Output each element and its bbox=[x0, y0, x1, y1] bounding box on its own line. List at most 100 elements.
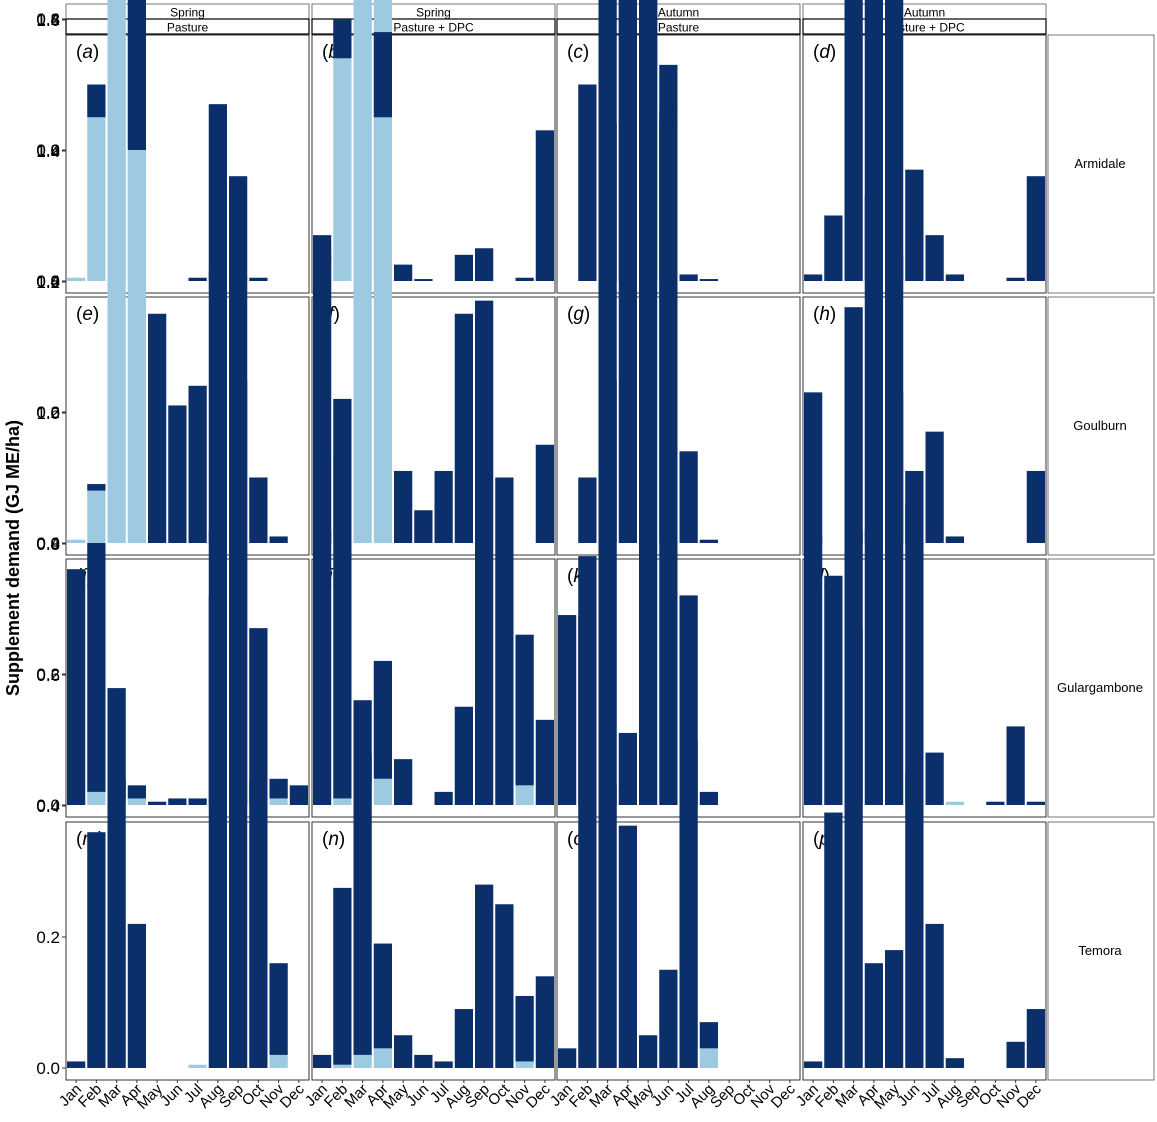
bar-dark-e-Jun bbox=[168, 405, 187, 543]
bar-dark-p-Mar bbox=[844, 530, 863, 1068]
y-tick-label: 0.2 bbox=[36, 928, 60, 947]
y-tick-label: 1.2 bbox=[36, 273, 60, 292]
y-tick-label: 0.0 bbox=[36, 1059, 60, 1078]
bar-dark-o-Jun bbox=[659, 969, 678, 1068]
panel-i bbox=[65, 558, 310, 818]
bar-dark-g-May bbox=[639, 0, 658, 543]
bar-dark-f-Apr bbox=[373, 32, 392, 118]
panel-tag-d: (d) bbox=[813, 42, 836, 63]
bar-dark-l-Nov bbox=[1006, 726, 1025, 805]
bar-light-m-Nov bbox=[269, 1054, 288, 1068]
bar-dark-l-Jun bbox=[905, 503, 924, 805]
bar-light-n-Feb bbox=[333, 1064, 352, 1068]
bar-dark-d-Jan bbox=[804, 274, 823, 281]
bar-dark-n-Jun bbox=[414, 1054, 433, 1068]
x-tick-label: Dec bbox=[1014, 1080, 1045, 1111]
bar-dark-a-Oct bbox=[249, 277, 268, 281]
bar-dark-c-Jul bbox=[679, 274, 698, 281]
bar-light-f-Apr bbox=[373, 117, 392, 543]
bar-dark-k-Apr bbox=[618, 732, 637, 805]
y-tick-label: 1.0 bbox=[36, 141, 60, 160]
bar-light-a-Jan bbox=[67, 277, 86, 281]
bar-dark-d-May bbox=[885, 0, 904, 281]
bar-dark-j-Nov bbox=[515, 634, 534, 786]
y-tick-label: 0.8 bbox=[36, 10, 60, 29]
bar-dark-j-Jul bbox=[434, 791, 453, 805]
bar-dark-n-Jan bbox=[313, 1054, 332, 1068]
bar-dark-o-Aug bbox=[699, 1022, 718, 1049]
bar-dark-n-Dec bbox=[535, 976, 554, 1068]
bar-dark-e-Apr bbox=[127, 0, 146, 150]
y-tick-label: 1.6 bbox=[36, 11, 60, 30]
bar-dark-o-May bbox=[639, 1035, 658, 1068]
bar-dark-j-Jan bbox=[313, 235, 332, 805]
bar-dark-i-Oct bbox=[249, 628, 268, 805]
bar-dark-f-Aug bbox=[454, 313, 473, 543]
bar-dark-p-Jan bbox=[804, 1061, 823, 1068]
panel-p bbox=[802, 821, 1047, 1081]
panel-k bbox=[556, 558, 801, 818]
bar-light-i-Feb bbox=[87, 791, 106, 805]
bar-light-e-Mar bbox=[107, 0, 126, 544]
bar-dark-p-Jul bbox=[925, 923, 944, 1068]
bar-dark-i-Jul bbox=[188, 798, 207, 805]
bar-light-e-Apr bbox=[127, 150, 146, 543]
bar-dark-h-Aug bbox=[945, 536, 964, 543]
bar-dark-o-Apr bbox=[618, 825, 637, 1068]
bar-dark-l-Apr bbox=[864, 529, 883, 805]
bar-dark-p-May bbox=[885, 950, 904, 1068]
bar-dark-b-Jun bbox=[414, 279, 433, 281]
bar-dark-b-Aug bbox=[454, 254, 473, 281]
bar-light-j-Apr bbox=[373, 778, 392, 805]
bar-dark-o-Feb bbox=[578, 616, 597, 1068]
panel-tag-e: (e) bbox=[76, 304, 99, 325]
y-tick-label: 0.4 bbox=[36, 272, 60, 291]
bar-dark-m-Mar bbox=[107, 688, 126, 1068]
bar-dark-d-Jul bbox=[925, 235, 944, 281]
bar-light-j-Feb bbox=[333, 798, 352, 805]
bar-dark-n-Nov bbox=[515, 995, 534, 1062]
y-tick-label: 0.2 bbox=[36, 141, 60, 160]
strip-treatment-3 bbox=[556, 18, 801, 35]
bar-dark-j-Oct bbox=[495, 543, 514, 805]
y-tick-label: 0.6 bbox=[36, 403, 60, 422]
bar-dark-m-Apr bbox=[127, 923, 146, 1068]
bar-dark-g-Aug bbox=[699, 539, 718, 543]
strip-site-label-4: Temora bbox=[1078, 943, 1122, 958]
bar-dark-l-Dec bbox=[1026, 801, 1045, 805]
panel-d bbox=[802, 34, 1047, 294]
bar-dark-n-Jul bbox=[434, 1061, 453, 1068]
bar-dark-n-Oct bbox=[495, 904, 514, 1068]
bar-dark-i-Jun bbox=[168, 798, 187, 805]
panel-j bbox=[311, 558, 556, 818]
y-tick-label: 0.0 bbox=[36, 534, 60, 553]
strip-site-3 bbox=[1047, 558, 1155, 818]
bar-dark-h-Mar bbox=[844, 307, 863, 543]
bar-dark-c-Feb bbox=[578, 84, 597, 281]
strip-treatment-label-3: Pasture bbox=[658, 21, 700, 35]
bar-light-b-Feb bbox=[333, 58, 352, 281]
bar-dark-g-Apr bbox=[618, 0, 637, 543]
bar-dark-m-Aug bbox=[208, 530, 227, 1068]
bar-dark-f-Oct bbox=[495, 477, 514, 543]
bar-dark-g-Feb bbox=[578, 477, 597, 543]
y-tick-label: 0.6 bbox=[36, 666, 60, 685]
bar-dark-n-Mar bbox=[353, 753, 372, 1055]
strip-treatment-label-2: Pasture + DPC bbox=[393, 21, 474, 35]
bar-dark-d-Dec bbox=[1026, 176, 1045, 281]
bar-dark-m-Nov bbox=[269, 963, 288, 1055]
panel-tag-n: (n) bbox=[322, 829, 345, 850]
bar-dark-l-Feb bbox=[824, 575, 843, 805]
bar-dark-e-Oct bbox=[249, 477, 268, 543]
y-axis-title: Supplement demand (GJ ME/ha) bbox=[3, 420, 23, 696]
bar-dark-i-Nov bbox=[269, 778, 288, 799]
y-tick-label: 0.0 bbox=[36, 796, 60, 815]
bar-dark-d-Aug bbox=[945, 274, 964, 281]
strip-site-label-3: Gulargambone bbox=[1057, 680, 1143, 695]
panel-h bbox=[802, 296, 1047, 556]
strip-season-label-3: Autumn bbox=[658, 6, 699, 20]
panel-tag-c: (c) bbox=[567, 42, 589, 63]
bar-light-m-Jul bbox=[188, 1064, 207, 1068]
strip-treatment-1 bbox=[65, 18, 310, 35]
